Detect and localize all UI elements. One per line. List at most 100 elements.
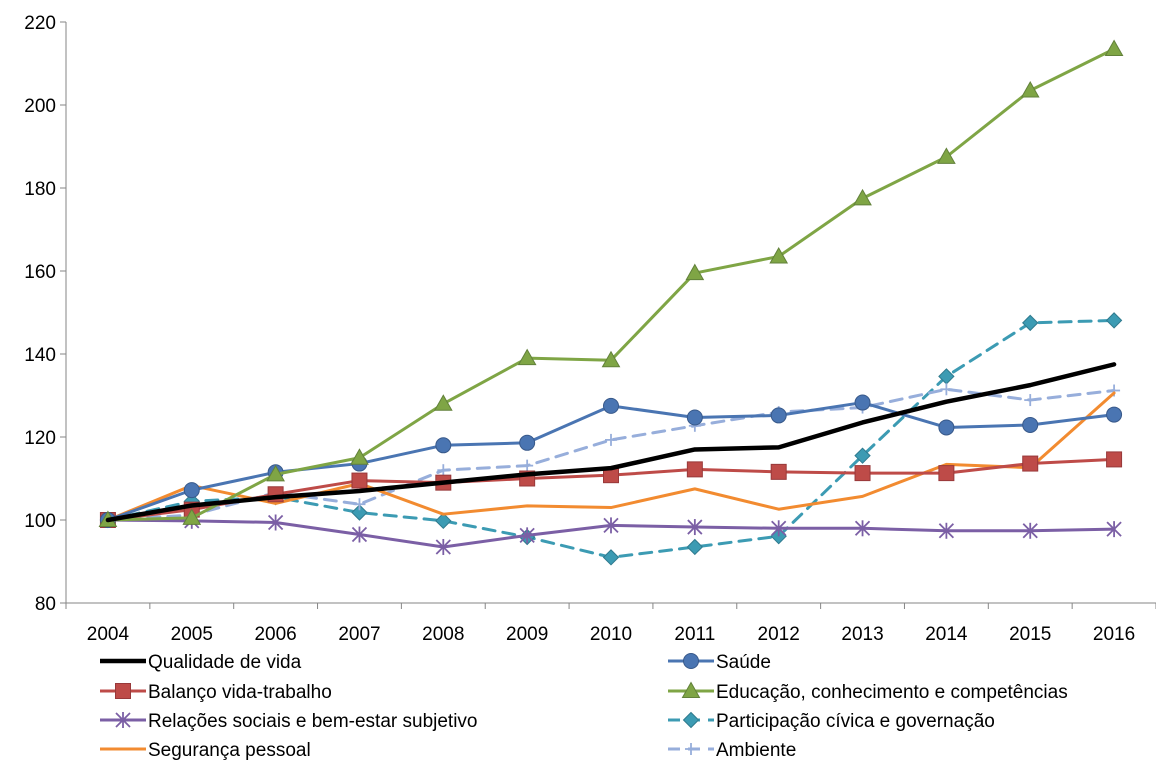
x-tick-label: 2012 bbox=[758, 624, 800, 645]
x-tick-label: 2008 bbox=[422, 624, 464, 645]
legend-marker bbox=[685, 743, 697, 755]
y-tick-label: 100 bbox=[24, 511, 56, 532]
data-point bbox=[1022, 455, 1039, 472]
data-point bbox=[854, 447, 871, 464]
data-point bbox=[353, 498, 366, 511]
data-point bbox=[603, 517, 619, 534]
series-2 bbox=[99, 451, 1123, 528]
y-tick-label: 160 bbox=[24, 262, 56, 283]
legend-label: Educação, conhecimento e competências bbox=[716, 682, 1068, 703]
legend-item: Saúde bbox=[668, 652, 771, 673]
data-point bbox=[940, 383, 953, 396]
data-point bbox=[602, 549, 620, 566]
data-point bbox=[183, 482, 200, 499]
y-tick-label: 180 bbox=[24, 179, 56, 200]
data-point bbox=[771, 520, 787, 537]
data-point bbox=[182, 508, 202, 525]
x-tick-label: 2016 bbox=[1093, 624, 1135, 645]
data-point bbox=[853, 188, 872, 206]
legend-label: Relações sociais e bem-estar subjetivo bbox=[148, 711, 478, 732]
data-point bbox=[351, 526, 368, 543]
data-point bbox=[938, 522, 955, 539]
legend-item: Qualidade de vida bbox=[100, 652, 302, 673]
series-lines bbox=[98, 39, 1124, 566]
data-point bbox=[351, 504, 368, 521]
data-point bbox=[1104, 39, 1124, 56]
x-tick-label: 2007 bbox=[338, 624, 380, 645]
data-point bbox=[435, 437, 452, 454]
data-point bbox=[854, 394, 871, 411]
series-line bbox=[105, 362, 1117, 523]
data-point bbox=[519, 527, 535, 544]
data-point bbox=[938, 419, 955, 436]
series-4 bbox=[100, 512, 1122, 555]
data-point bbox=[435, 512, 452, 530]
data-point bbox=[519, 434, 536, 451]
legend-item: Ambiente bbox=[668, 740, 796, 760]
data-point bbox=[1024, 394, 1037, 407]
legend-item: Educação, conhecimento e competências bbox=[668, 681, 1068, 703]
data-point bbox=[517, 348, 537, 366]
y-tick-label: 120 bbox=[24, 428, 56, 449]
data-point bbox=[435, 538, 451, 555]
y-tick-label: 220 bbox=[24, 13, 56, 34]
legend-label: Qualidade de vida bbox=[148, 652, 302, 673]
legend-marker bbox=[115, 683, 131, 699]
data-point bbox=[770, 463, 787, 480]
legend: Qualidade de vida Saúde Balanço vida-traba… bbox=[100, 652, 1068, 760]
legend-marker bbox=[683, 653, 699, 669]
legend-item: Balanço vida-trabalho bbox=[100, 682, 332, 703]
legend-marker bbox=[115, 712, 131, 728]
legend-label: Saúde bbox=[716, 652, 771, 673]
data-point bbox=[605, 433, 617, 446]
x-tick-label: 2011 bbox=[674, 624, 715, 645]
data-point bbox=[686, 461, 703, 478]
axes: 80 100 120 140 160 180 200 220 2004 2005 2006 2007 2… bbox=[24, 13, 1156, 645]
legend-item: Participação cívica e governação bbox=[668, 711, 995, 732]
data-point bbox=[1020, 80, 1040, 98]
x-tick-label: 2009 bbox=[506, 624, 548, 645]
data-point bbox=[938, 465, 955, 482]
y-tick-label: 80 bbox=[35, 594, 56, 615]
data-point bbox=[603, 397, 619, 414]
x-tick-label: 2015 bbox=[1009, 624, 1051, 645]
legend-marker bbox=[681, 681, 701, 698]
legend-item: Relações sociais e bem-estar subjetivo bbox=[100, 711, 478, 732]
series-0 bbox=[105, 362, 1117, 523]
series-line bbox=[106, 47, 1116, 522]
data-point bbox=[769, 246, 789, 264]
y-tick-label: 140 bbox=[24, 345, 56, 366]
data-point bbox=[687, 519, 703, 536]
data-point bbox=[686, 409, 703, 426]
data-point bbox=[351, 472, 368, 489]
series-3 bbox=[98, 39, 1124, 527]
data-point bbox=[685, 263, 705, 281]
series-line bbox=[106, 401, 1116, 522]
x-tick-label: 2004 bbox=[87, 624, 130, 645]
data-point bbox=[1022, 416, 1039, 433]
data-point bbox=[1106, 521, 1122, 538]
x-tick-label: 2005 bbox=[171, 624, 213, 645]
data-point bbox=[433, 394, 453, 411]
data-point bbox=[937, 147, 956, 164]
x-tick-label: 2010 bbox=[590, 624, 632, 645]
y-tick-label: 200 bbox=[24, 96, 56, 117]
data-point bbox=[266, 464, 285, 482]
series-6 bbox=[106, 391, 1116, 522]
data-point bbox=[770, 407, 787, 424]
data-point bbox=[521, 459, 534, 472]
legend-item: Segurança pessoal bbox=[100, 740, 311, 760]
series-line bbox=[106, 391, 1116, 522]
data-point bbox=[854, 465, 871, 482]
data-point bbox=[1022, 314, 1039, 332]
legend-label: Balanço vida-trabalho bbox=[148, 682, 332, 703]
legend-label: Segurança pessoal bbox=[148, 740, 311, 760]
data-point bbox=[267, 514, 284, 531]
data-point bbox=[1106, 406, 1123, 423]
data-point bbox=[1105, 312, 1123, 329]
data-point bbox=[854, 520, 871, 537]
legend-marker bbox=[682, 711, 700, 729]
data-point bbox=[1106, 451, 1123, 468]
